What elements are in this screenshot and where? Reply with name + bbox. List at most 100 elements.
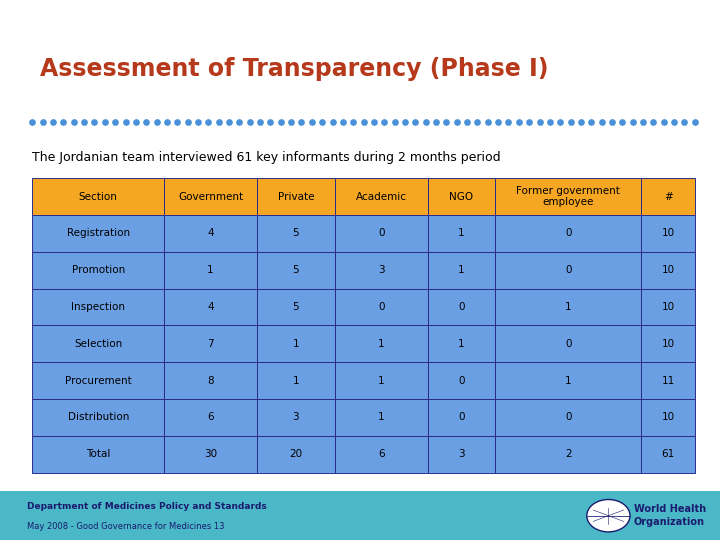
Text: 10: 10 [662, 302, 675, 312]
Text: 7: 7 [207, 339, 214, 349]
Text: 10: 10 [662, 413, 675, 422]
Text: 0: 0 [565, 413, 572, 422]
Bar [257, 362, 335, 399]
Text: The Jordanian team interviewed 61 key informants during 2 months period: The Jordanian team interviewed 61 key in… [32, 151, 501, 164]
Bar [495, 252, 642, 288]
Text: 0: 0 [565, 265, 572, 275]
Text: World Health
Organization: World Health Organization [634, 504, 706, 527]
Bar [428, 436, 495, 472]
Text: 10: 10 [662, 265, 675, 275]
Bar [428, 252, 495, 288]
Bar [32, 325, 164, 362]
Bar [495, 325, 642, 362]
Text: 1: 1 [378, 375, 384, 386]
Text: Distribution: Distribution [68, 413, 129, 422]
Bar [335, 436, 428, 472]
Bar [164, 288, 257, 325]
Bar [32, 399, 164, 436]
Bar [164, 252, 257, 288]
Bar [164, 325, 257, 362]
Text: 6: 6 [207, 413, 214, 422]
Text: 11: 11 [662, 375, 675, 386]
Text: Former government
employee: Former government employee [516, 186, 621, 207]
Text: 1: 1 [458, 228, 465, 238]
Bar [428, 325, 495, 362]
Text: Government: Government [178, 192, 243, 201]
Text: 5: 5 [292, 302, 300, 312]
Bar [257, 399, 335, 436]
Text: 1: 1 [292, 375, 300, 386]
Bar [428, 399, 495, 436]
Text: 8: 8 [207, 375, 214, 386]
Text: Assessment of Transparency (Phase I): Assessment of Transparency (Phase I) [40, 57, 548, 80]
Bar [335, 215, 428, 252]
Bar [164, 436, 257, 472]
Bar [335, 252, 428, 288]
Bar [495, 399, 642, 436]
Text: 6: 6 [378, 449, 384, 459]
Bar [257, 325, 335, 362]
Bar [257, 178, 335, 215]
Bar [32, 436, 164, 472]
Bar [32, 252, 164, 288]
Bar [495, 178, 642, 215]
Bar [495, 288, 642, 325]
Text: Department of Medicines Policy and Standards: Department of Medicines Policy and Stand… [27, 502, 267, 511]
Bar [164, 215, 257, 252]
Text: 1: 1 [458, 339, 465, 349]
Bar [164, 178, 257, 215]
Text: 3: 3 [292, 413, 300, 422]
Bar [495, 362, 642, 399]
Text: 5: 5 [292, 265, 300, 275]
Text: 2: 2 [565, 449, 572, 459]
Text: NGO: NGO [449, 192, 474, 201]
Text: 0: 0 [565, 339, 572, 349]
Bar [32, 362, 164, 399]
Bar [335, 362, 428, 399]
Text: Private: Private [278, 192, 314, 201]
Bar [495, 436, 642, 472]
Bar [164, 362, 257, 399]
Text: 1: 1 [207, 265, 214, 275]
Text: 0: 0 [459, 413, 465, 422]
Circle shape [587, 500, 630, 532]
Bar [428, 362, 495, 399]
Bar [257, 436, 335, 472]
Bar [642, 215, 695, 252]
Text: Inspection: Inspection [71, 302, 125, 312]
Text: 0: 0 [378, 302, 384, 312]
Text: 61: 61 [662, 449, 675, 459]
Text: May 2008 - Good Governance for Medicines 13: May 2008 - Good Governance for Medicines… [27, 522, 225, 531]
Bar [32, 288, 164, 325]
Bar [335, 178, 428, 215]
Text: 20: 20 [289, 449, 302, 459]
Text: 0: 0 [378, 228, 384, 238]
Text: 1: 1 [458, 265, 465, 275]
Text: 4: 4 [207, 228, 214, 238]
Text: 0: 0 [565, 228, 572, 238]
Bar [428, 178, 495, 215]
Bar [642, 362, 695, 399]
Text: 4: 4 [207, 302, 214, 312]
Bar [257, 252, 335, 288]
Bar [257, 288, 335, 325]
Text: 10: 10 [662, 339, 675, 349]
Text: Promotion: Promotion [72, 265, 125, 275]
Text: 1: 1 [378, 339, 384, 349]
Text: 0: 0 [459, 302, 465, 312]
Text: Total: Total [86, 449, 110, 459]
Text: 3: 3 [378, 265, 384, 275]
Bar [642, 325, 695, 362]
Text: Academic: Academic [356, 192, 407, 201]
Bar [428, 288, 495, 325]
Bar [428, 215, 495, 252]
Text: 0: 0 [459, 375, 465, 386]
Bar [495, 215, 642, 252]
Text: 1: 1 [292, 339, 300, 349]
Text: 1: 1 [378, 413, 384, 422]
Text: Section: Section [79, 192, 118, 201]
Bar [32, 215, 164, 252]
Text: 1: 1 [565, 375, 572, 386]
Bar [0, 491, 720, 540]
Bar [642, 436, 695, 472]
